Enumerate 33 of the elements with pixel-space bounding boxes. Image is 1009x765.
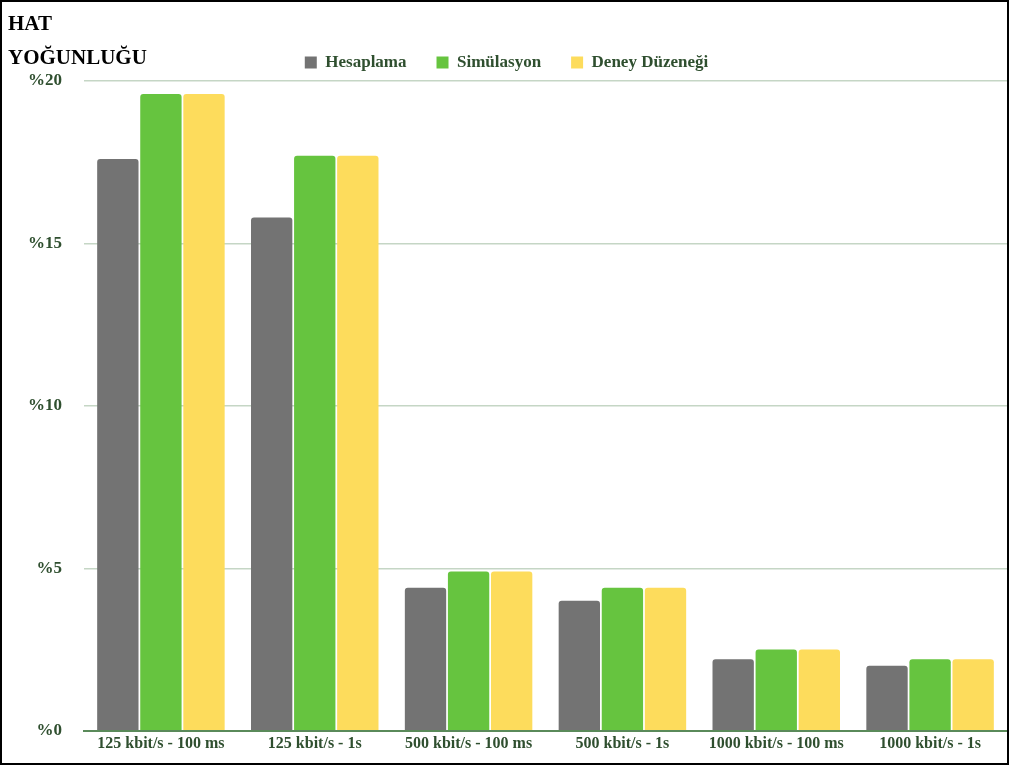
y-tick-label: %20: [28, 70, 62, 90]
legend-label: Hesaplama: [325, 51, 408, 71]
bar: [251, 217, 293, 731]
y-tick-label: %15: [28, 232, 62, 252]
y-axis-title: HAT YOĞUNLUĞU: [8, 11, 147, 69]
x-tick-label: 1000 kbit/s - 100 ms: [708, 733, 844, 751]
bar: [952, 659, 994, 731]
bar: [798, 649, 840, 731]
bar: [712, 659, 754, 731]
x-tick-label: 500 kbit/s - 100 ms: [405, 733, 533, 751]
x-tick-label: 500 kbit/s - 1s: [575, 733, 670, 751]
legend-label: Simülasyon: [457, 51, 542, 71]
bar: [601, 587, 644, 731]
y-tick-label: %5: [36, 557, 62, 577]
y-tick-label: %0: [36, 720, 62, 740]
bar: [490, 571, 533, 731]
bar: [866, 665, 908, 731]
bar: [183, 94, 225, 731]
bar: [558, 600, 601, 731]
bar: [755, 649, 797, 731]
x-tick-label: 125 kbit/s - 1s: [267, 733, 362, 751]
bar: [97, 158, 139, 731]
bar: [337, 155, 379, 731]
bar: [447, 571, 490, 731]
y-tick-label: %10: [28, 395, 62, 415]
bar: [909, 659, 951, 731]
bar: [294, 155, 336, 731]
bar: [140, 94, 182, 731]
bar: [644, 587, 687, 731]
x-tick-label: 125 kbit/s - 100 ms: [97, 733, 225, 751]
legend-label: Deney Düzeneği: [591, 51, 709, 71]
x-tick-label: 1000 kbit/s - 1s: [879, 733, 981, 751]
bar: [404, 587, 447, 731]
